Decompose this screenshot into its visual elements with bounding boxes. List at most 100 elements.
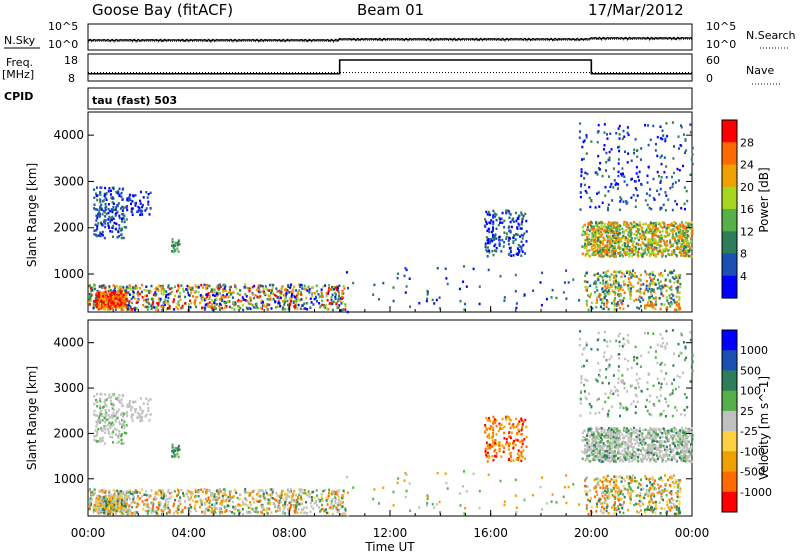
velocity-cell bbox=[199, 498, 202, 501]
velocity-cell bbox=[318, 500, 321, 503]
power-cell bbox=[261, 304, 264, 307]
velocity-cell bbox=[135, 505, 138, 509]
power-cell bbox=[145, 285, 148, 288]
power-cell bbox=[662, 203, 665, 207]
power-cell bbox=[594, 291, 596, 294]
power-cell bbox=[681, 230, 684, 233]
velocity-cell bbox=[333, 490, 336, 493]
velocity-cell bbox=[274, 510, 277, 513]
velocity-cell bbox=[118, 508, 121, 511]
power-cell bbox=[97, 214, 100, 218]
power-cell bbox=[635, 172, 638, 175]
velocity-cell bbox=[206, 497, 208, 500]
power-cell bbox=[486, 250, 488, 253]
velocity-cell bbox=[279, 509, 282, 512]
power-cell bbox=[139, 287, 141, 290]
velocity-cell bbox=[517, 454, 520, 457]
power-cell bbox=[294, 307, 296, 310]
power-cell bbox=[117, 202, 120, 205]
power-cell bbox=[648, 223, 651, 227]
velocity-cell bbox=[110, 396, 112, 399]
velocity-cell bbox=[104, 399, 107, 403]
power-cell bbox=[614, 296, 616, 300]
power-cell bbox=[655, 303, 658, 306]
power-cell bbox=[647, 165, 650, 169]
power-cell bbox=[639, 290, 642, 293]
power-cell bbox=[679, 236, 682, 239]
power-cell bbox=[168, 306, 171, 310]
power-cell bbox=[675, 301, 678, 304]
velocity-cell bbox=[141, 419, 144, 422]
power-cell bbox=[93, 203, 96, 206]
power-cell bbox=[689, 123, 692, 126]
power-cell bbox=[584, 239, 586, 242]
velocity-cell bbox=[124, 497, 127, 500]
power-cell bbox=[579, 130, 581, 133]
velocity-cell bbox=[516, 431, 519, 435]
velocity-cell bbox=[310, 505, 313, 508]
power-cell bbox=[597, 191, 600, 194]
power-cell bbox=[621, 302, 624, 306]
power-cell bbox=[210, 304, 213, 308]
power-cell bbox=[640, 147, 643, 150]
power-cell bbox=[610, 273, 613, 276]
power-cell bbox=[610, 251, 613, 254]
power-cell bbox=[299, 307, 302, 310]
power-cell bbox=[640, 226, 643, 229]
velocity-cell bbox=[645, 451, 648, 454]
power-cell bbox=[172, 308, 175, 311]
power-cell bbox=[165, 290, 168, 293]
power-cell bbox=[112, 235, 114, 238]
velocity-cell bbox=[215, 498, 218, 501]
power-cell bbox=[256, 306, 259, 310]
velocity-cell bbox=[146, 509, 149, 513]
velocity-cell bbox=[180, 510, 183, 514]
power-cell bbox=[177, 239, 180, 242]
power-cell bbox=[121, 205, 124, 209]
velocity-cell bbox=[189, 491, 192, 494]
power-cell bbox=[614, 293, 617, 296]
power-cell bbox=[583, 280, 586, 283]
power-cell bbox=[257, 290, 260, 293]
power-cell bbox=[605, 151, 608, 155]
velocity-cell bbox=[266, 512, 269, 515]
velocity-cell bbox=[317, 497, 320, 500]
velocity-cell bbox=[166, 512, 168, 515]
velocity-cell bbox=[112, 506, 115, 510]
velocity-cell bbox=[258, 493, 261, 496]
velocity-cell bbox=[640, 452, 643, 455]
velocity-cell bbox=[299, 488, 302, 491]
power-cell bbox=[623, 135, 626, 138]
power-cell bbox=[605, 305, 608, 308]
power-cell bbox=[290, 290, 293, 294]
power-cell bbox=[246, 307, 249, 311]
velocity-cell bbox=[134, 410, 137, 413]
power-cell bbox=[649, 300, 652, 304]
power-cell bbox=[649, 272, 652, 276]
power-cell bbox=[121, 209, 124, 212]
power-cell bbox=[613, 179, 616, 182]
power-cell bbox=[331, 301, 333, 304]
velocity-cell bbox=[104, 495, 107, 498]
power-cell bbox=[105, 212, 108, 216]
velocity-cell bbox=[266, 493, 269, 496]
power-cell bbox=[120, 191, 123, 195]
power-cell bbox=[668, 225, 671, 228]
power-cell bbox=[587, 223, 590, 226]
velocity-cell bbox=[318, 506, 321, 509]
velocity-cell bbox=[223, 506, 226, 509]
velocity-cell bbox=[525, 435, 528, 439]
velocity-cell bbox=[268, 507, 271, 511]
power-cell bbox=[279, 296, 282, 300]
velocity-cell bbox=[189, 510, 192, 513]
velocity-cell bbox=[520, 439, 523, 442]
power-cell bbox=[521, 220, 524, 224]
power-cell bbox=[614, 282, 617, 285]
power-cell bbox=[110, 291, 113, 295]
velocity-cell bbox=[520, 417, 523, 420]
power-cell bbox=[131, 194, 134, 197]
power-colorbar-tick: 28 bbox=[740, 136, 754, 149]
power-cell bbox=[636, 223, 639, 226]
velocity-cell bbox=[262, 494, 265, 498]
power-cell bbox=[655, 254, 658, 258]
